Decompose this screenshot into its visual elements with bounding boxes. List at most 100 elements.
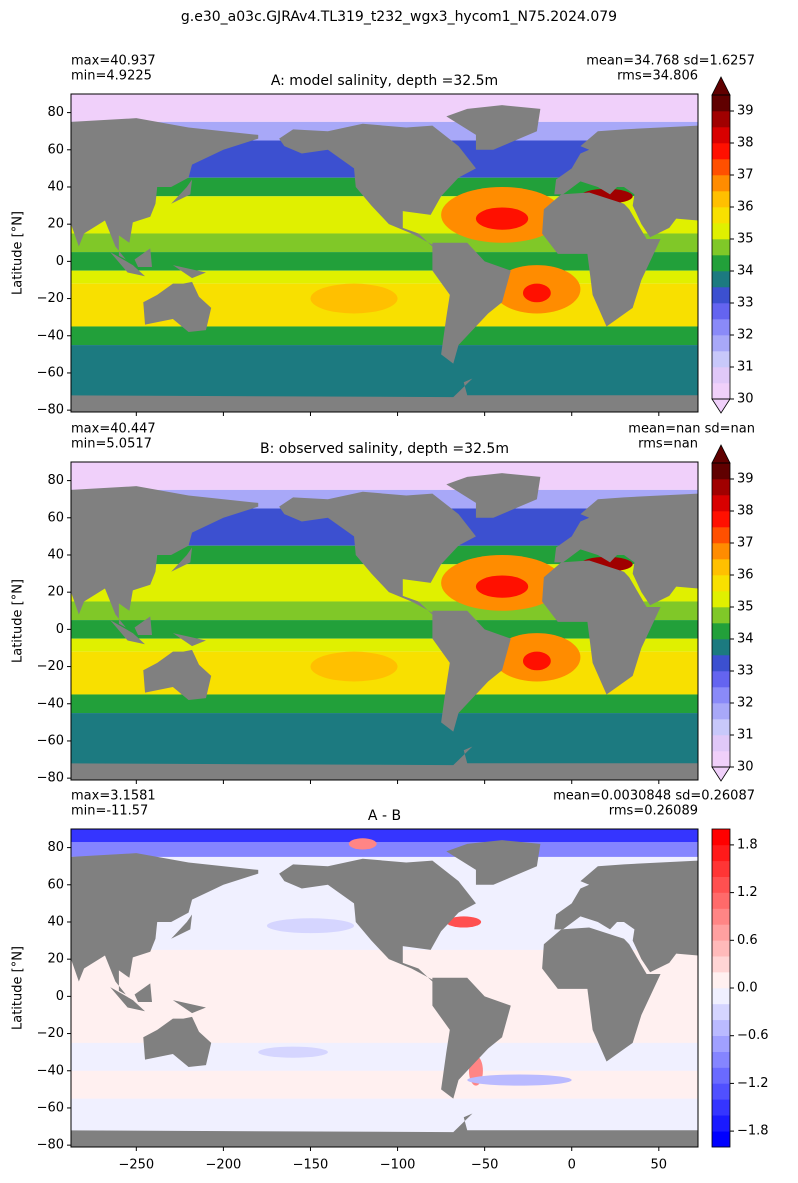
y-tick-label: 80	[47, 840, 64, 855]
colorbar-segment	[712, 1115, 730, 1132]
colorbar-segment	[712, 844, 730, 862]
colorbar-segment	[712, 908, 730, 925]
land	[171, 547, 193, 572]
y-tick-label: 80	[47, 473, 64, 488]
plot-frame	[70, 461, 699, 781]
colorbar-frame	[711, 94, 731, 400]
field-band	[71, 601, 698, 621]
colorbar-extend-bottom	[711, 766, 731, 782]
colorbar-tick-label: 33	[737, 664, 754, 679]
land	[71, 1113, 698, 1147]
colorbar-segment	[712, 623, 730, 640]
land	[134, 616, 152, 635]
land	[134, 248, 152, 267]
colorbar-segment	[712, 575, 730, 592]
land	[172, 633, 206, 647]
colorbar-segment	[712, 972, 730, 989]
colorbar-segment	[712, 607, 730, 624]
land	[446, 105, 541, 150]
colorbar-segment	[712, 527, 730, 544]
field-blob	[348, 838, 377, 850]
field-band	[71, 326, 698, 346]
stats-left: min=5.0517	[71, 437, 152, 452]
y-tick-label: 0	[56, 989, 64, 1004]
colorbar-tick-label: 37	[737, 168, 754, 183]
colorbar-segment	[712, 639, 730, 656]
stats-right: mean=34.768 sd=1.6257	[586, 54, 755, 69]
field-blob	[240, 201, 346, 228]
stats-left: max=40.937	[71, 54, 156, 69]
map-field	[71, 462, 698, 780]
x-tick-label: −50	[471, 1158, 498, 1173]
y-tick-label: 0	[56, 254, 64, 269]
stats-left: max=3.1581	[71, 789, 156, 804]
colorbar-tick-label: 30	[737, 760, 754, 775]
field-blob	[310, 651, 398, 682]
colorbar-tick-label: 34	[737, 632, 754, 647]
y-tick-label: 20	[47, 217, 64, 232]
stats-left: min=-11.57	[71, 804, 148, 819]
colorbar-segment	[712, 383, 730, 400]
colorbar-extend-bottom	[711, 398, 731, 414]
field-blob	[310, 283, 398, 314]
colorbar-segment	[712, 703, 730, 720]
land	[71, 118, 259, 260]
figure-title: g.e30_a03c.GJRAv4.TL319_t232_wgx3_hycom1…	[181, 9, 617, 25]
map-panel: B: observed salinity, depth =32.5m max=40…	[11, 422, 756, 786]
panel-title: A: model salinity, depth =32.5m	[271, 73, 498, 89]
colorbar-tick-label: 1.2	[737, 885, 758, 900]
land	[432, 610, 511, 732]
field-blob	[258, 1046, 328, 1058]
y-tick-label: −60	[37, 733, 64, 748]
colorbar-segment	[712, 479, 730, 496]
colorbar-tick-label: 33	[737, 296, 754, 311]
colorbar-segment	[712, 1051, 730, 1068]
y-tick-label: −40	[37, 1063, 64, 1078]
panel-title: B: observed salinity, depth =32.5m	[260, 441, 509, 457]
colorbar-segment	[712, 303, 730, 320]
panel-title: A - B	[368, 808, 401, 824]
land	[143, 649, 212, 701]
y-tick-label: 60	[47, 510, 64, 525]
field-blob	[240, 569, 346, 596]
colorbar-segment	[712, 940, 730, 957]
land	[172, 1000, 206, 1014]
y-tick-label: 60	[47, 877, 64, 892]
field-blob	[475, 575, 529, 598]
colorbar-tick-label: 34	[737, 264, 754, 279]
colorbar-segment	[712, 191, 730, 208]
colorbar-segment	[712, 335, 730, 352]
colorbar-tick-label: 35	[737, 600, 754, 615]
field-blob	[522, 283, 551, 303]
colorbar-segment	[712, 829, 730, 846]
colorbar-segment	[712, 95, 730, 112]
land	[71, 378, 698, 412]
colorbar-segment	[712, 956, 730, 973]
y-axis-label: Latitude [°N]	[11, 211, 26, 295]
y-tick-label: 40	[47, 547, 64, 562]
plot-frame	[70, 93, 699, 413]
colorbar-tick-label: −0.6	[737, 1028, 769, 1043]
y-tick-label: −60	[37, 1100, 64, 1115]
stats-right: rms=34.806	[617, 69, 698, 84]
field-blob	[266, 918, 355, 934]
colorbar-segment	[712, 892, 730, 909]
land	[542, 927, 661, 1062]
y-tick-label: −20	[37, 291, 64, 306]
land	[110, 620, 146, 645]
land	[71, 486, 259, 628]
colorbar-segment	[712, 319, 730, 336]
field-blob	[467, 1074, 572, 1086]
colorbar-segment	[712, 111, 730, 128]
field-band	[71, 94, 698, 122]
colorbar-segment	[712, 655, 730, 672]
x-tick-label: −200	[206, 1158, 242, 1173]
colorbar-segment	[712, 1067, 730, 1084]
colorbar-segment	[712, 1003, 730, 1021]
colorbar-segment	[712, 159, 730, 176]
land	[554, 125, 698, 238]
y-tick-label: −20	[37, 1026, 64, 1041]
colorbar-tick-label: −1.2	[737, 1076, 769, 1091]
colorbar-extend-top	[711, 444, 731, 464]
